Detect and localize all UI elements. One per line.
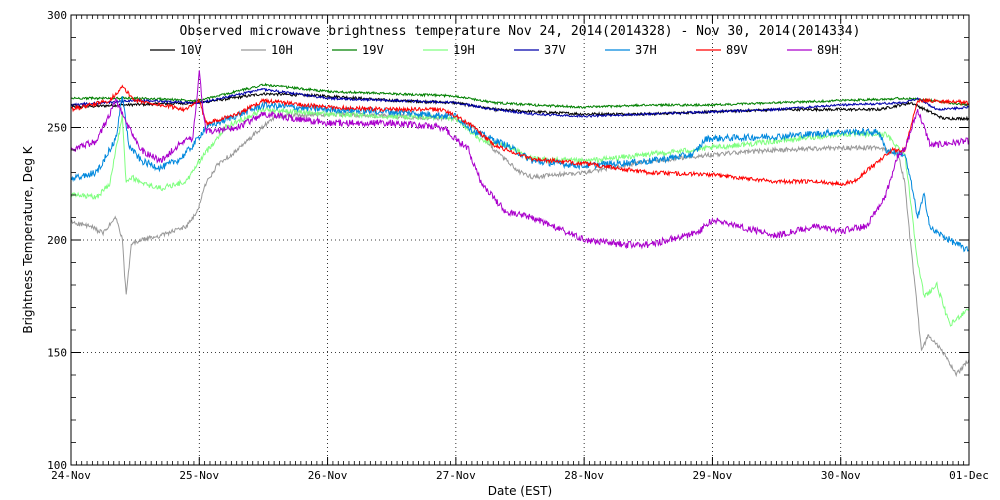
y-tick-label: 100	[47, 459, 67, 472]
y-tick-label: 250	[47, 122, 67, 135]
y-axis-label: Brightness Temperature, Deg K	[21, 145, 35, 333]
legend-label-89H: 89H	[817, 43, 839, 57]
legend: 10V 10H 19V 19H 37V 37H 89V 89H	[150, 43, 839, 57]
series-line-37H	[70, 96, 970, 253]
legend-label-37H: 37H	[635, 43, 657, 57]
series-line-19V	[70, 82, 970, 110]
series-line-37V	[70, 87, 970, 119]
x-tick-label: 25-Nov	[179, 469, 219, 482]
legend-label-19H: 19H	[453, 43, 475, 57]
legend-label-19V: 19V	[362, 43, 384, 57]
x-tick-label: 28-Nov	[564, 469, 604, 482]
series-line-10H	[70, 110, 970, 378]
x-tick-label: 29-Nov	[693, 469, 733, 482]
legend-label-10H: 10H	[271, 43, 293, 57]
legend-label-89V: 89V	[726, 43, 748, 57]
series-line-89V	[70, 84, 970, 187]
x-tick-label: 26-Nov	[308, 469, 348, 482]
axis-ticks: 24-Nov 25-Nov 26-Nov 27-Nov 28-Nov 29-Nov 30-N…	[47, 9, 989, 482]
x-tick-label: 01-Dec	[949, 469, 989, 482]
y-tick-label: 150	[47, 347, 67, 360]
x-tick-label: 30-Nov	[821, 469, 861, 482]
x-tick-label: 24-Nov	[51, 469, 91, 482]
grid	[71, 15, 969, 465]
y-tick-label: 300	[47, 9, 67, 22]
series-line-89H	[70, 70, 970, 250]
chart-title: Observed microwave brightness temperatur…	[180, 24, 861, 39]
y-tick-label: 200	[47, 234, 67, 247]
plot-series	[70, 70, 970, 378]
legend-label-10V: 10V	[180, 43, 202, 57]
x-axis-label: Date (EST)	[488, 484, 552, 498]
x-tick-label: 27-Nov	[436, 469, 476, 482]
legend-label-37V: 37V	[544, 43, 566, 57]
